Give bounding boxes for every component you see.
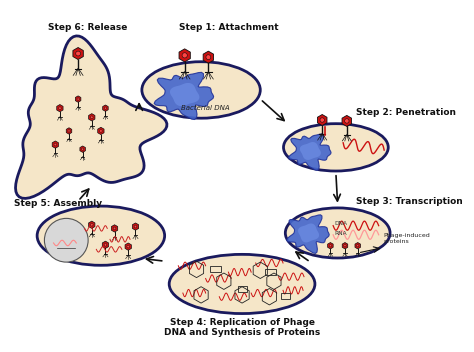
Circle shape — [77, 98, 79, 100]
Polygon shape — [342, 243, 348, 249]
Circle shape — [91, 224, 93, 226]
Circle shape — [345, 119, 349, 123]
Polygon shape — [342, 115, 352, 126]
Polygon shape — [16, 36, 167, 199]
Polygon shape — [103, 105, 108, 111]
Ellipse shape — [169, 254, 315, 314]
Text: RNA: RNA — [334, 231, 346, 237]
Polygon shape — [89, 114, 95, 121]
Polygon shape — [300, 142, 321, 160]
Circle shape — [68, 130, 70, 132]
Ellipse shape — [142, 62, 260, 118]
Bar — [265, 269, 276, 275]
Polygon shape — [289, 134, 331, 170]
Text: DNA: DNA — [334, 221, 347, 226]
Polygon shape — [125, 243, 131, 250]
Polygon shape — [80, 146, 85, 152]
Polygon shape — [328, 243, 333, 249]
Text: Step 4: Replication of Phage
DNA and Synthesis of Proteins: Step 4: Replication of Phage DNA and Syn… — [164, 318, 320, 337]
Circle shape — [82, 148, 84, 150]
Circle shape — [100, 130, 102, 132]
Bar — [210, 266, 221, 272]
Polygon shape — [170, 83, 200, 106]
Circle shape — [45, 218, 88, 262]
Polygon shape — [98, 127, 104, 134]
Polygon shape — [102, 241, 109, 249]
Polygon shape — [179, 49, 191, 62]
Circle shape — [113, 227, 116, 230]
Polygon shape — [203, 51, 214, 63]
Circle shape — [206, 55, 211, 59]
Polygon shape — [318, 114, 327, 126]
Circle shape — [329, 245, 331, 247]
Text: Step 6: Release: Step 6: Release — [47, 24, 127, 32]
Polygon shape — [154, 73, 214, 119]
Circle shape — [344, 245, 346, 247]
Circle shape — [91, 116, 93, 119]
Polygon shape — [298, 224, 319, 243]
Polygon shape — [132, 223, 139, 230]
Polygon shape — [57, 105, 63, 112]
Circle shape — [104, 107, 107, 109]
Bar — [281, 293, 291, 298]
Circle shape — [76, 51, 81, 56]
Polygon shape — [75, 96, 81, 102]
Polygon shape — [73, 48, 83, 59]
Polygon shape — [287, 215, 329, 253]
Ellipse shape — [37, 206, 164, 265]
Circle shape — [320, 118, 324, 122]
Polygon shape — [52, 141, 58, 148]
Circle shape — [356, 245, 359, 247]
Circle shape — [134, 225, 137, 228]
Bar — [237, 286, 246, 292]
Ellipse shape — [283, 124, 388, 171]
Text: Step 2: Penetration: Step 2: Penetration — [356, 108, 456, 117]
Circle shape — [127, 245, 129, 248]
Circle shape — [54, 143, 57, 146]
Text: Bacterial DNA: Bacterial DNA — [182, 105, 230, 111]
Circle shape — [59, 107, 61, 109]
Text: Step 5: Assembly: Step 5: Assembly — [14, 199, 102, 208]
Ellipse shape — [285, 208, 390, 258]
Circle shape — [182, 53, 187, 58]
Polygon shape — [355, 243, 361, 249]
Polygon shape — [66, 128, 72, 134]
Text: Step 3: Transcription: Step 3: Transcription — [356, 196, 463, 206]
Text: Phage-induced
proteins: Phage-induced proteins — [383, 233, 430, 244]
Circle shape — [104, 244, 107, 246]
Polygon shape — [111, 225, 118, 232]
Text: Step 1: Attachment: Step 1: Attachment — [179, 24, 278, 32]
Polygon shape — [89, 221, 95, 228]
